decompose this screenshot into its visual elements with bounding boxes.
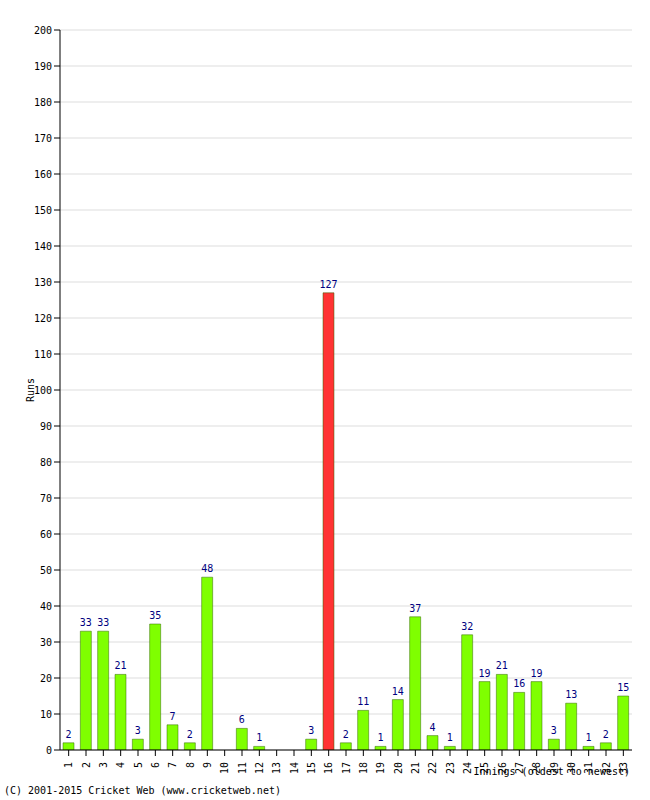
svg-text:110: 110 [34, 349, 52, 360]
svg-text:14: 14 [289, 762, 300, 774]
svg-text:7: 7 [169, 711, 175, 722]
svg-text:24: 24 [462, 762, 473, 774]
svg-text:60: 60 [40, 529, 52, 540]
svg-text:4: 4 [429, 722, 435, 733]
svg-text:35: 35 [149, 610, 161, 621]
svg-text:14: 14 [392, 686, 404, 697]
svg-text:22: 22 [427, 762, 438, 774]
svg-text:10: 10 [219, 762, 230, 774]
svg-text:70: 70 [40, 493, 52, 504]
svg-text:4: 4 [115, 762, 126, 768]
svg-text:11: 11 [237, 762, 248, 774]
svg-text:140: 140 [34, 241, 52, 252]
svg-text:23: 23 [445, 762, 456, 774]
svg-text:48: 48 [201, 563, 213, 574]
svg-text:19: 19 [375, 762, 386, 774]
svg-text:50: 50 [40, 565, 52, 576]
svg-text:2: 2 [603, 729, 609, 740]
svg-text:21: 21 [496, 660, 508, 671]
svg-text:3: 3 [308, 725, 314, 736]
svg-text:7: 7 [167, 762, 178, 768]
svg-text:33: 33 [80, 617, 92, 628]
svg-text:1: 1 [377, 732, 383, 743]
svg-text:1: 1 [63, 762, 74, 768]
svg-text:150: 150 [34, 205, 52, 216]
svg-text:180: 180 [34, 97, 52, 108]
svg-text:20: 20 [393, 762, 404, 774]
svg-text:127: 127 [319, 279, 337, 290]
svg-text:40: 40 [40, 601, 52, 612]
svg-text:17: 17 [341, 762, 352, 774]
svg-text:6: 6 [239, 714, 245, 725]
svg-text:2: 2 [343, 729, 349, 740]
svg-text:16: 16 [513, 678, 525, 689]
svg-text:2: 2 [187, 729, 193, 740]
svg-text:21: 21 [114, 660, 126, 671]
html-text:(C) 2001-2015 Cricket Web (www: (C) 2001-2015 Cricket Web (www.cricketwe… [4, 785, 281, 796]
svg-text:130: 130 [34, 277, 52, 288]
svg-text:9: 9 [202, 762, 213, 768]
svg-text:5: 5 [133, 762, 144, 768]
svg-text:170: 170 [34, 133, 52, 144]
svg-text:100: 100 [34, 385, 52, 396]
svg-text:15: 15 [306, 762, 317, 774]
svg-text:2: 2 [81, 762, 92, 768]
svg-text:90: 90 [40, 421, 52, 432]
svg-text:6: 6 [150, 762, 161, 768]
svg-text:13: 13 [271, 762, 282, 774]
svg-text:37: 37 [409, 603, 421, 614]
svg-text:21: 21 [410, 762, 421, 774]
svg-text:11: 11 [357, 696, 369, 707]
svg-text:120: 120 [34, 313, 52, 324]
svg-text:30: 30 [40, 637, 52, 648]
svg-text:190: 190 [34, 61, 52, 72]
svg-text:33: 33 [97, 617, 109, 628]
svg-text:3: 3 [551, 725, 557, 736]
svg-text:19: 19 [478, 668, 490, 679]
svg-text:80: 80 [40, 457, 52, 468]
svg-text:200: 200 [34, 25, 52, 36]
svg-text:0: 0 [46, 745, 52, 756]
svg-text:1: 1 [585, 732, 591, 743]
svg-text:160: 160 [34, 169, 52, 180]
svg-text:32: 32 [461, 621, 473, 632]
svg-text:15: 15 [617, 682, 629, 693]
svg-text:8: 8 [185, 762, 196, 768]
svg-text:10: 10 [40, 709, 52, 720]
svg-text:19: 19 [530, 668, 542, 679]
svg-text:12: 12 [254, 762, 265, 774]
svg-text:1: 1 [256, 732, 262, 743]
svg-text:16: 16 [323, 762, 334, 774]
svg-text:18: 18 [358, 762, 369, 774]
svg-text:3: 3 [135, 725, 141, 736]
html-text:Runs: Runs [24, 378, 36, 402]
svg-text:1: 1 [447, 732, 453, 743]
html-text:Innings (oldest to newest): Innings (oldest to newest) [473, 766, 630, 777]
svg-text:20: 20 [40, 673, 52, 684]
svg-text:2: 2 [65, 729, 71, 740]
svg-text:3: 3 [98, 762, 109, 768]
svg-text:13: 13 [565, 689, 577, 700]
